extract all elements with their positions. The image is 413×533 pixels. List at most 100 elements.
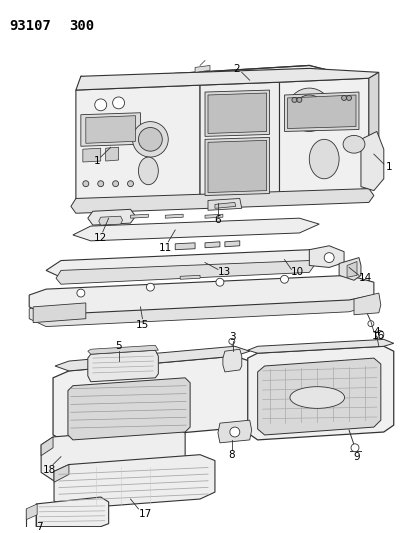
Text: 10: 10	[290, 268, 303, 277]
Text: 5: 5	[115, 341, 121, 351]
Polygon shape	[29, 276, 373, 315]
Circle shape	[138, 127, 162, 151]
Polygon shape	[175, 243, 195, 250]
Polygon shape	[368, 72, 378, 189]
Text: 7: 7	[36, 522, 43, 531]
Text: 11: 11	[158, 243, 171, 253]
Polygon shape	[26, 504, 37, 520]
Polygon shape	[56, 261, 313, 284]
Polygon shape	[247, 340, 393, 353]
Circle shape	[350, 444, 358, 452]
Polygon shape	[46, 250, 328, 277]
Polygon shape	[68, 378, 190, 440]
Polygon shape	[222, 349, 241, 372]
Ellipse shape	[342, 135, 364, 153]
Circle shape	[146, 283, 154, 291]
Polygon shape	[204, 214, 222, 218]
Polygon shape	[207, 140, 266, 192]
Polygon shape	[41, 437, 53, 456]
Circle shape	[127, 181, 133, 187]
Polygon shape	[338, 257, 360, 280]
Circle shape	[367, 321, 373, 327]
Circle shape	[228, 338, 234, 344]
Circle shape	[112, 181, 118, 187]
Circle shape	[216, 278, 223, 286]
Polygon shape	[98, 216, 122, 225]
Polygon shape	[257, 358, 380, 435]
Text: 17: 17	[138, 509, 152, 519]
Polygon shape	[88, 345, 158, 354]
Polygon shape	[180, 276, 199, 279]
Polygon shape	[36, 497, 108, 527]
Polygon shape	[81, 66, 328, 88]
Polygon shape	[204, 138, 269, 196]
Circle shape	[341, 95, 346, 100]
Polygon shape	[88, 209, 135, 225]
Circle shape	[229, 427, 239, 437]
Polygon shape	[53, 356, 249, 443]
Polygon shape	[105, 147, 118, 161]
Polygon shape	[73, 218, 318, 241]
Polygon shape	[279, 78, 368, 198]
Circle shape	[95, 99, 107, 111]
Text: 300: 300	[69, 19, 94, 33]
Ellipse shape	[309, 139, 338, 179]
Text: 2: 2	[233, 64, 240, 75]
Polygon shape	[207, 93, 266, 133]
Circle shape	[375, 330, 383, 338]
Polygon shape	[130, 214, 148, 218]
Text: 15: 15	[135, 320, 149, 329]
Polygon shape	[309, 246, 343, 268]
Circle shape	[346, 95, 351, 100]
Polygon shape	[88, 350, 158, 382]
Polygon shape	[204, 242, 219, 248]
Circle shape	[97, 181, 103, 187]
Polygon shape	[214, 203, 235, 208]
Polygon shape	[54, 465, 69, 482]
Text: 93107: 93107	[9, 19, 51, 33]
Text: 6: 6	[214, 215, 221, 225]
Circle shape	[287, 88, 330, 132]
Polygon shape	[83, 148, 100, 162]
Polygon shape	[247, 346, 393, 440]
Text: 14: 14	[358, 273, 372, 283]
Polygon shape	[81, 113, 140, 146]
Text: 16: 16	[371, 332, 385, 342]
Polygon shape	[360, 132, 383, 191]
Circle shape	[77, 289, 85, 297]
Text: 3: 3	[229, 333, 235, 342]
Polygon shape	[204, 90, 269, 136]
Polygon shape	[33, 303, 85, 322]
Text: 12: 12	[94, 233, 107, 243]
Polygon shape	[165, 214, 183, 218]
Polygon shape	[71, 189, 373, 213]
Polygon shape	[55, 346, 249, 371]
Ellipse shape	[138, 157, 158, 184]
Circle shape	[280, 276, 288, 283]
Polygon shape	[85, 116, 135, 143]
Circle shape	[323, 253, 333, 263]
Text: 4: 4	[373, 327, 379, 337]
Text: 1: 1	[385, 162, 391, 172]
Polygon shape	[224, 241, 239, 247]
Polygon shape	[346, 262, 356, 277]
Text: 8: 8	[228, 450, 235, 459]
Circle shape	[294, 95, 323, 125]
Polygon shape	[29, 288, 373, 327]
Text: 1: 1	[93, 156, 100, 166]
Ellipse shape	[289, 386, 344, 408]
Polygon shape	[76, 85, 199, 204]
Polygon shape	[287, 95, 355, 128]
Circle shape	[296, 98, 301, 102]
Polygon shape	[284, 92, 358, 132]
Polygon shape	[54, 455, 214, 509]
Polygon shape	[353, 293, 380, 315]
Polygon shape	[76, 68, 378, 90]
Text: 13: 13	[218, 268, 231, 277]
Polygon shape	[217, 420, 251, 443]
Text: 18: 18	[43, 465, 56, 475]
Polygon shape	[207, 198, 241, 211]
Polygon shape	[41, 427, 185, 480]
Circle shape	[83, 181, 88, 187]
Circle shape	[291, 98, 296, 102]
